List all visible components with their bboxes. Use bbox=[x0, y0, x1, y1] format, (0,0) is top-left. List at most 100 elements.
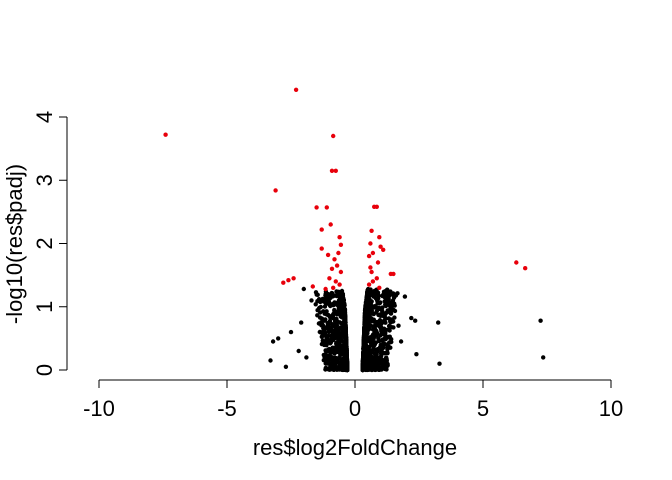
data-point bbox=[319, 330, 325, 335]
data-point bbox=[333, 325, 339, 330]
data-point bbox=[414, 352, 419, 357]
x-tick-label: 10 bbox=[599, 396, 623, 421]
data-point bbox=[366, 282, 372, 287]
data-point bbox=[541, 355, 546, 360]
data-point bbox=[373, 333, 378, 338]
data-point bbox=[327, 314, 333, 320]
data-point bbox=[383, 303, 389, 309]
data-point bbox=[391, 292, 397, 297]
data-point bbox=[369, 289, 374, 295]
y-tick-label: 4 bbox=[32, 111, 57, 123]
data-point bbox=[385, 350, 390, 355]
data-point bbox=[342, 309, 348, 315]
data-point bbox=[291, 276, 296, 281]
data-point bbox=[370, 336, 375, 341]
data-point bbox=[375, 260, 381, 265]
data-point bbox=[273, 188, 278, 193]
data-point bbox=[344, 347, 349, 352]
data-point bbox=[331, 365, 337, 370]
x-tick-label: 0 bbox=[349, 396, 361, 421]
data-point bbox=[377, 285, 382, 290]
data-point bbox=[386, 316, 392, 321]
data-point bbox=[320, 338, 325, 343]
data-point bbox=[362, 320, 367, 325]
data-point bbox=[329, 266, 335, 271]
data-point bbox=[383, 316, 388, 322]
data-point bbox=[368, 241, 373, 246]
data-point bbox=[514, 260, 519, 265]
data-point bbox=[333, 309, 338, 314]
data-point bbox=[319, 246, 324, 251]
data-point bbox=[334, 340, 339, 346]
data-point bbox=[381, 341, 387, 346]
data-point bbox=[281, 280, 286, 285]
data-point bbox=[163, 132, 168, 137]
data-point bbox=[361, 340, 366, 345]
y-axis-ticks: 0 1 2 3 4 bbox=[32, 111, 67, 376]
y-axis-title: -log10(res$padj) bbox=[2, 164, 27, 324]
data-point bbox=[386, 323, 392, 329]
data-point bbox=[326, 353, 331, 358]
data-point bbox=[364, 306, 369, 312]
data-point bbox=[299, 320, 304, 325]
data-point bbox=[384, 310, 389, 315]
data-point bbox=[380, 346, 385, 352]
data-point bbox=[372, 291, 378, 296]
data-point bbox=[391, 307, 396, 313]
data-point bbox=[377, 235, 382, 240]
data-point bbox=[314, 205, 319, 210]
data-point bbox=[371, 360, 377, 365]
data-point bbox=[331, 285, 336, 290]
data-point bbox=[330, 312, 336, 317]
data-point bbox=[374, 305, 379, 310]
data-point bbox=[331, 133, 336, 139]
data-point bbox=[387, 293, 392, 298]
data-point bbox=[366, 361, 371, 366]
data-point bbox=[437, 361, 442, 366]
x-axis-title: res$log2FoldChange bbox=[253, 435, 457, 460]
data-point bbox=[326, 367, 331, 372]
data-point bbox=[276, 336, 281, 341]
data-point bbox=[367, 323, 373, 329]
data-point bbox=[387, 334, 392, 339]
data-point bbox=[362, 331, 367, 336]
data-point bbox=[383, 320, 388, 325]
data-point bbox=[370, 367, 376, 372]
data-point bbox=[374, 323, 379, 328]
data-point bbox=[368, 265, 373, 270]
data-point bbox=[315, 292, 320, 297]
data-point bbox=[337, 282, 342, 287]
data-point bbox=[380, 292, 386, 298]
data-point bbox=[402, 294, 408, 299]
data-point bbox=[317, 305, 322, 311]
data-point bbox=[339, 288, 345, 294]
data-point bbox=[372, 319, 377, 324]
data-point bbox=[327, 329, 332, 334]
data-point bbox=[366, 253, 372, 259]
data-point bbox=[365, 292, 370, 297]
data-point bbox=[270, 339, 276, 344]
data-point bbox=[369, 309, 374, 315]
data-point bbox=[344, 362, 350, 367]
data-point bbox=[365, 367, 370, 372]
data-point bbox=[337, 235, 342, 240]
data-point bbox=[343, 314, 348, 319]
data-point bbox=[523, 266, 528, 271]
data-point bbox=[332, 293, 337, 298]
data-point bbox=[329, 322, 335, 327]
data-point bbox=[304, 355, 309, 360]
data-point bbox=[372, 351, 378, 357]
x-tick-label: 5 bbox=[477, 396, 489, 421]
data-point bbox=[340, 349, 345, 354]
data-point bbox=[371, 343, 377, 348]
data-point bbox=[341, 365, 346, 370]
data-point bbox=[379, 328, 384, 334]
data-point bbox=[325, 291, 331, 297]
data-point bbox=[436, 320, 441, 325]
data-point bbox=[360, 358, 366, 363]
data-point bbox=[388, 302, 393, 307]
data-point bbox=[360, 366, 365, 371]
data-point bbox=[392, 315, 397, 320]
data-point bbox=[396, 323, 401, 328]
